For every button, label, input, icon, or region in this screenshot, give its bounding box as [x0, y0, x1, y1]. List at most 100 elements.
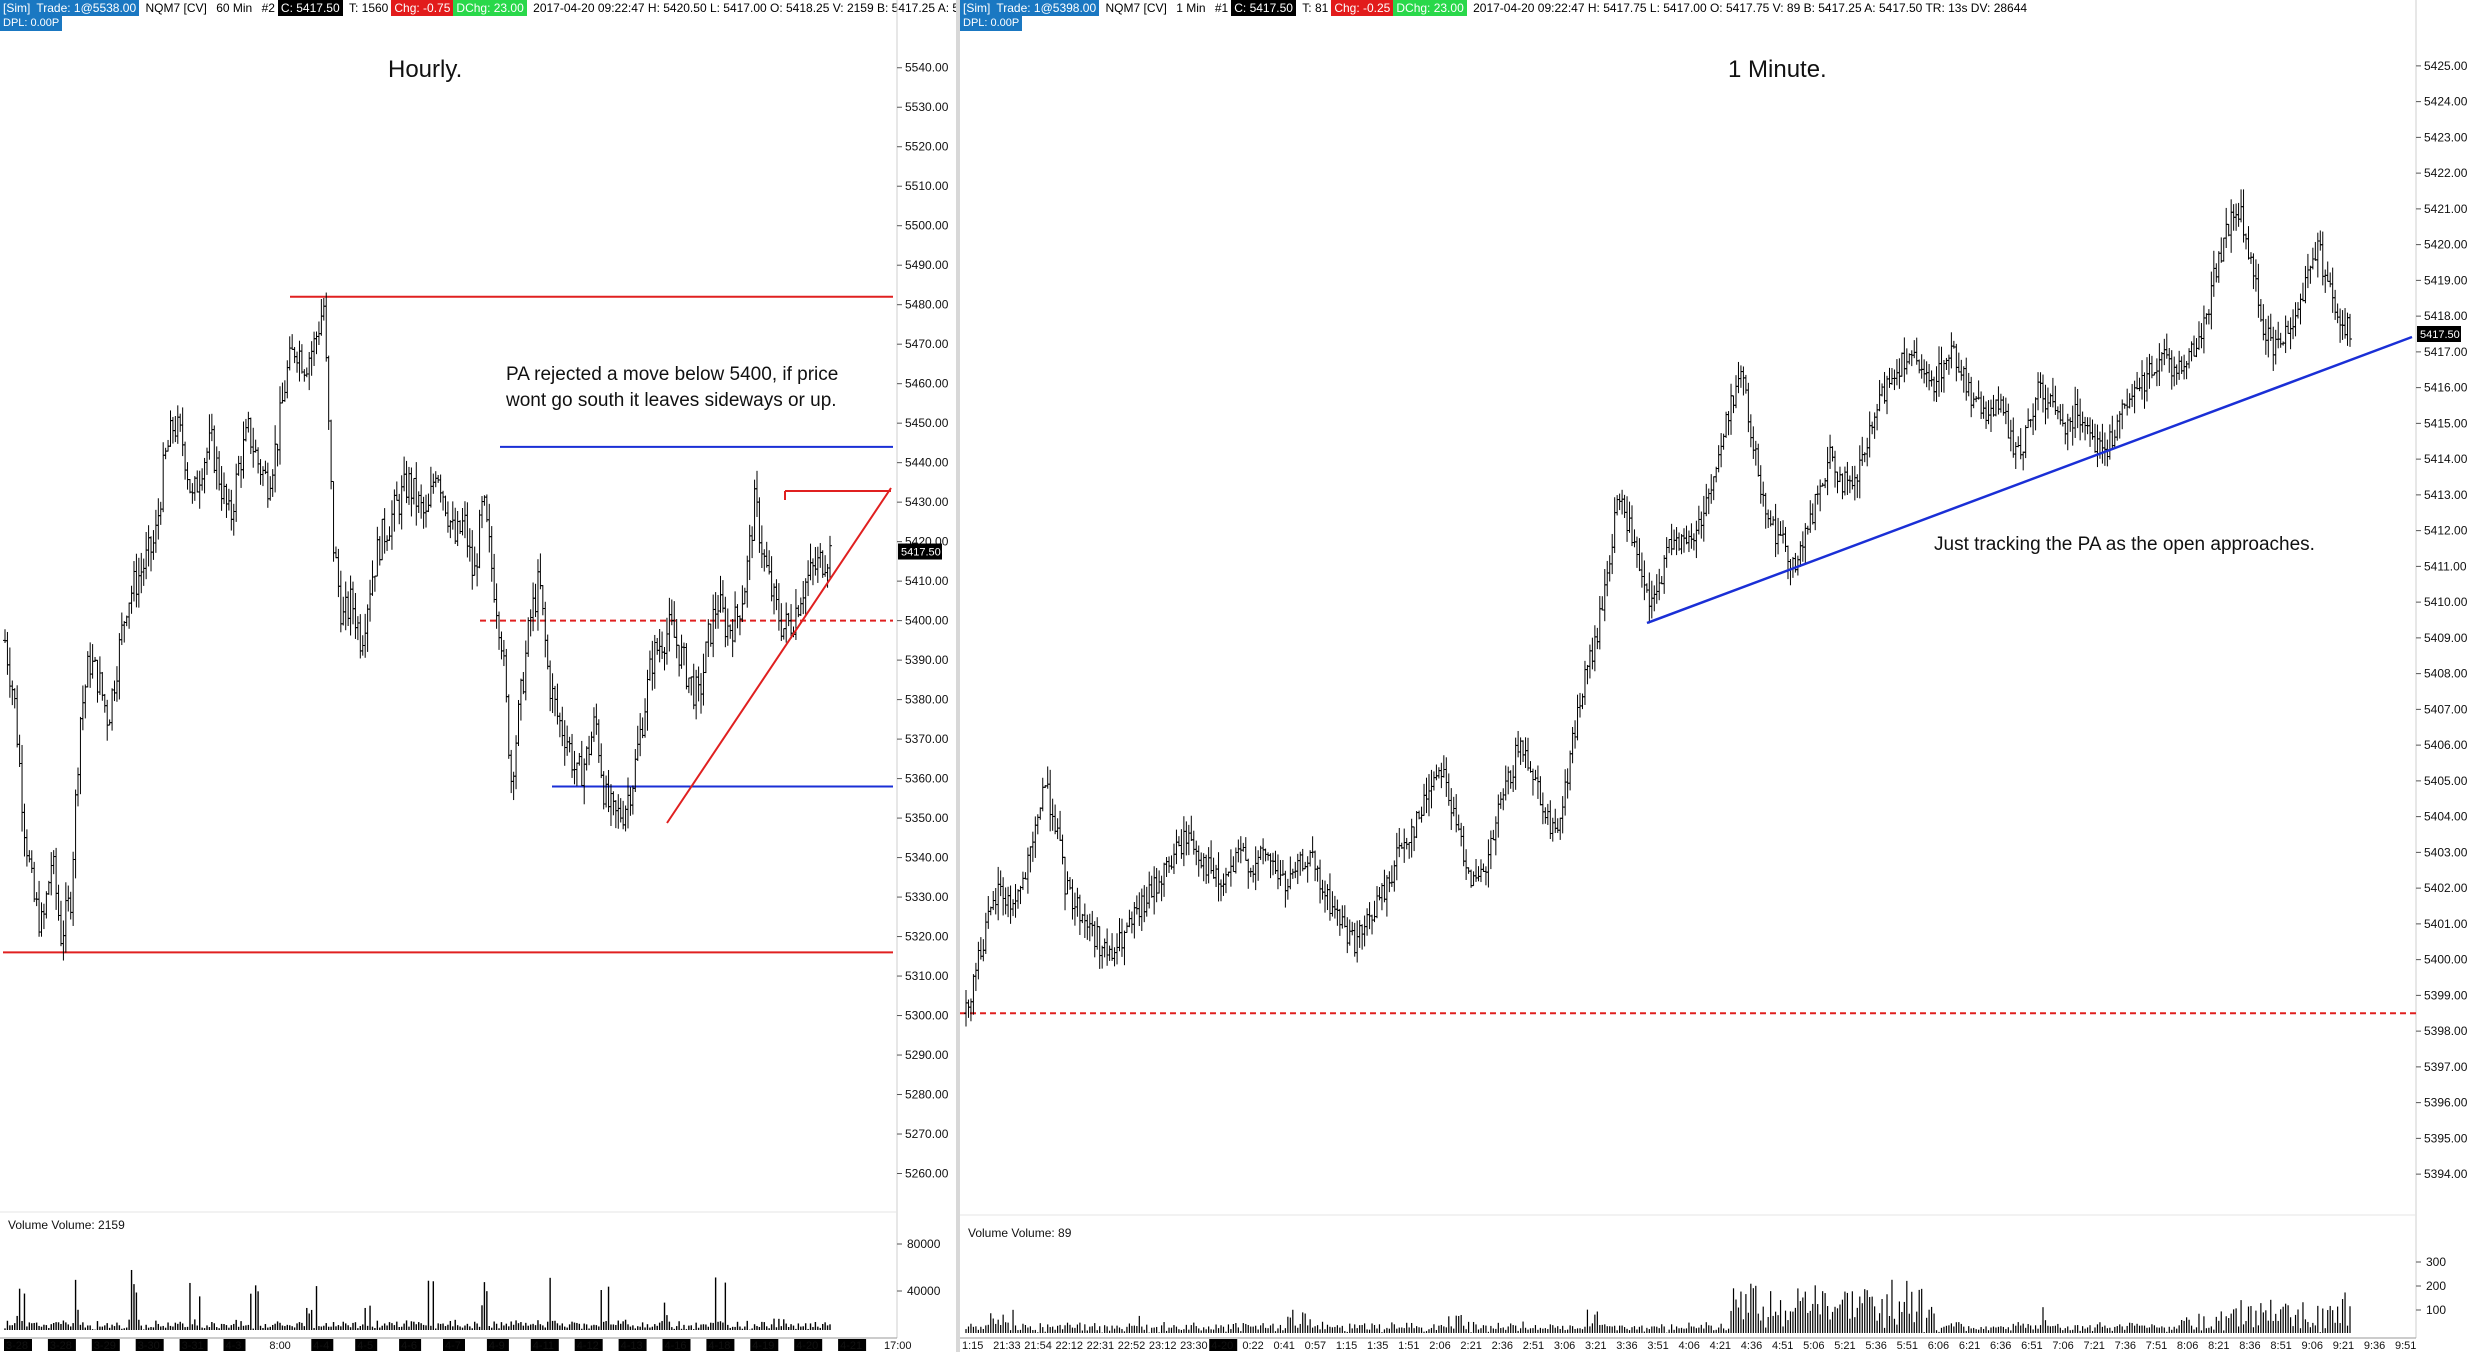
- minute-chart-panel[interactable]: [Sim] Trade: 1@5398.00 NQM7 [CV] 1 Min #1…: [960, 0, 2470, 1352]
- time-axis-label: 4:36: [1741, 1340, 1762, 1352]
- sim-badge[interactable]: [Sim]: [0, 0, 34, 16]
- price-axis-label: 5398.00: [2424, 1024, 2468, 1038]
- time-axis-label: 3:06: [1554, 1340, 1575, 1352]
- time-axis-label: 5:21: [1834, 1340, 1855, 1352]
- price-axis-label: 5270.00: [905, 1127, 949, 1141]
- trade-info: Trade: 1@5538.00: [33, 0, 140, 16]
- time-axis-label: 4-12: [577, 1340, 599, 1352]
- price-axis-label: 5290.00: [905, 1048, 949, 1062]
- price-axis-label: 5417.00: [2424, 345, 2468, 359]
- time-axis-date-badge: [618, 1339, 647, 1351]
- chart-title: Hourly.: [388, 56, 463, 83]
- time-axis-label: 3:36: [1616, 1340, 1637, 1352]
- time-axis-label: 4-11: [533, 1340, 554, 1352]
- volume-title: Volume Volume: 89: [968, 1226, 1072, 1240]
- price-axis-label: 5490.00: [905, 258, 949, 272]
- last-price-badge: C: 5417.50: [277, 0, 343, 16]
- time-axis-label: 0:41: [1274, 1340, 1295, 1352]
- daily-change-badge: DChg: 23.00: [453, 0, 527, 16]
- price-axis-label: 5404.00: [2424, 810, 2468, 824]
- price-axis-label: 5370.00: [905, 732, 949, 746]
- chart-number: #1: [1214, 1, 1229, 15]
- hourly-price-chart[interactable]: 5540.00 5530.00 5520.00 5510.00 5500.00 5490.…: [0, 0, 956, 1352]
- price-axis-label: 5413.00: [2424, 488, 2468, 502]
- time-axis-label: 21:33: [993, 1340, 1021, 1352]
- time-axis-label: 4:06: [1679, 1340, 1700, 1352]
- time-axis-label: 2:06: [1429, 1340, 1450, 1352]
- chart-header: [Sim] Trade: 1@5398.00 NQM7 [CV] 1 Min #1…: [960, 0, 2030, 16]
- time-axis-label: 3-30: [138, 1340, 160, 1352]
- tick-count: T: 1560: [348, 1, 389, 15]
- price-axis-label: 5412.00: [2424, 524, 2468, 538]
- time-axis-date-badge: [4, 1339, 32, 1351]
- symbol-label[interactable]: NQM7 [CV]: [145, 1, 207, 15]
- time-axis-label: 2:21: [1460, 1340, 1481, 1352]
- minute-price-chart[interactable]: 5425.00 5424.00 5423.00 5422.00 5421.00 5420.…: [960, 0, 2470, 1352]
- volume-axis-label: 80000: [907, 1237, 941, 1251]
- time-axis-label: 9:21: [2333, 1340, 2354, 1352]
- time-axis-label: 1:51: [1398, 1340, 1419, 1352]
- time-axis-label: 5:36: [1865, 1340, 1886, 1352]
- time-axis-date-badge: [662, 1339, 691, 1351]
- interval-label[interactable]: 1 Min: [1176, 1, 1206, 15]
- time-axis-date-badge: [706, 1339, 735, 1351]
- panel-splitter[interactable]: [956, 0, 960, 1352]
- time-axis-label: 3:51: [1647, 1340, 1668, 1352]
- time-axis-label: 5:51: [1897, 1340, 1918, 1352]
- price-axis-label: 5310.00: [905, 969, 949, 983]
- time-axis-label: 7:21: [2083, 1340, 2104, 1352]
- time-axis-date-badge: [486, 1339, 509, 1351]
- time-axis-label: 1:15: [1336, 1340, 1357, 1352]
- symbol-label[interactable]: NQM7 [CV]: [1105, 1, 1167, 15]
- quote-info: 2017-04-20 09:22:47 H: 5420.50 L: 5417.0…: [533, 1, 956, 15]
- time-axis-label: 3-29: [94, 1340, 116, 1352]
- time-axis-label: 3-28: [50, 1340, 72, 1352]
- time-axis-label: 7:36: [2115, 1340, 2136, 1352]
- price-axis-label: 5418.00: [2424, 309, 2468, 323]
- time-axis-label: 3-28: [6, 1340, 28, 1352]
- last-price-badge: C: 5417.50: [1231, 0, 1296, 16]
- sim-badge[interactable]: [Sim]: [960, 0, 994, 16]
- time-axis-label: 23:12: [1149, 1340, 1177, 1352]
- price-axis-label: 5390.00: [905, 653, 949, 667]
- time-axis-date-badge: [530, 1339, 559, 1351]
- price-axis-label: 5380.00: [905, 693, 949, 707]
- price-axis-label: 5410.00: [905, 574, 949, 588]
- price-axis-label: 5423.00: [2424, 130, 2468, 144]
- time-axis-date-badge: [311, 1339, 334, 1351]
- price-bars: [3, 292, 832, 961]
- price-axis-label: 5400.00: [2424, 953, 2468, 967]
- time-axis-label: 9:06: [2302, 1340, 2323, 1352]
- time-axis-label: 4-18: [708, 1340, 730, 1352]
- time-axis-date-badge: [135, 1339, 164, 1351]
- price-axis-label: 5480.00: [905, 298, 949, 312]
- price-axis-label: 5410.00: [2424, 595, 2468, 609]
- price-axis-label: 5399.00: [2424, 988, 2468, 1002]
- price-axis-label: 5395.00: [2424, 1131, 2468, 1145]
- trendline-red[interactable]: [666, 487, 892, 824]
- price-axis-label: 5330.00: [905, 890, 949, 904]
- time-axis-label: 1:35: [1367, 1340, 1388, 1352]
- time-axis-label: 4-19: [752, 1340, 774, 1352]
- price-axis-label: 5450.00: [905, 416, 949, 430]
- volume-title: Volume Volume: 2159: [8, 1218, 125, 1232]
- last-price-tag-text: 5417.50: [2420, 329, 2460, 341]
- time-axis-label: 4-5: [357, 1340, 373, 1352]
- price-axis-label: 5403.00: [2424, 845, 2468, 859]
- daily-change-badge: DChg: 23.00: [1393, 0, 1467, 16]
- trendline-blue[interactable]: [1646, 335, 2413, 625]
- volume-axis-label: 100: [2426, 1303, 2446, 1317]
- time-axis-label: 4-21: [840, 1340, 862, 1352]
- price-axis-label: 5500.00: [905, 219, 949, 233]
- time-axis-label: 4-20: [796, 1340, 818, 1352]
- time-axis-label: 6:06: [1928, 1340, 1949, 1352]
- time-axis-label: 22:12: [1055, 1340, 1083, 1352]
- interval-label[interactable]: 60 Min: [216, 1, 253, 15]
- time-axis-label: 4:21: [1710, 1340, 1731, 1352]
- price-axis-label: 5420.00: [2424, 238, 2468, 252]
- time-axis-label: 4-13: [621, 1340, 643, 1352]
- price-axis-label: 5520.00: [905, 140, 949, 154]
- price-axis-label: 5430.00: [905, 495, 949, 509]
- hourly-chart-panel[interactable]: [Sim] Trade: 1@5538.00 NQM7 [CV] 60 Min #…: [0, 0, 956, 1352]
- time-axis-label: 4-3: [226, 1340, 242, 1352]
